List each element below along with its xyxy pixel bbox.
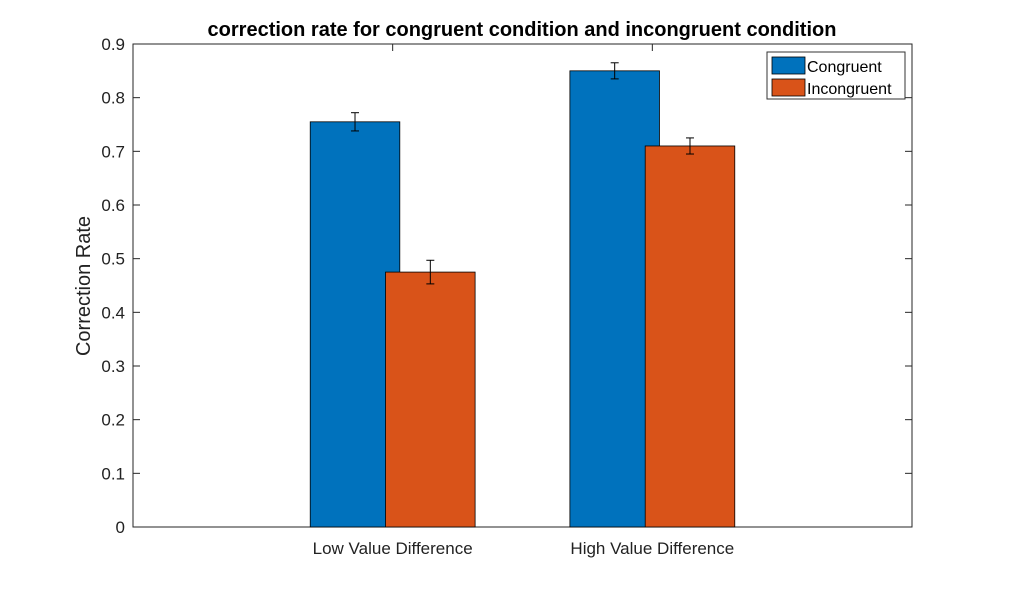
x-tick-label: Low Value Difference xyxy=(313,539,473,558)
bar-congruent-1 xyxy=(569,70,660,528)
legend: Congruent Incongruent xyxy=(766,51,906,100)
y-axis-label: Correction Rate xyxy=(73,216,95,356)
y-tick-label: 0.2 xyxy=(101,411,125,430)
y-tick-label: 0.8 xyxy=(101,89,125,108)
y-tick-label: 0.1 xyxy=(101,464,125,483)
y-tick-label: 0.5 xyxy=(101,250,125,269)
legend-swatch-congruent xyxy=(771,56,806,75)
y-tick-label: 0 xyxy=(116,518,125,537)
legend-label-incongruent: Incongruent xyxy=(807,81,892,98)
y-tick-label: 0.6 xyxy=(101,196,125,215)
legend-swatch-incongruent xyxy=(771,78,806,97)
y-tick-label: 0.7 xyxy=(101,142,125,161)
y-tick-label: 0.3 xyxy=(101,357,125,376)
plot-area: 0 0.1 0.2 0.3 0.4 0.5 0.6 0.7 0.8 0.9 Low Value Di… xyxy=(101,35,913,558)
bar-incongruent-1 xyxy=(644,145,736,528)
legend-label-congruent: Congruent xyxy=(807,59,882,76)
x-tick-label: High Value Difference xyxy=(570,539,734,558)
bar-incongruent-0 xyxy=(385,271,476,528)
y-tick-label: 0.9 xyxy=(101,35,125,54)
axes-box xyxy=(132,43,913,528)
chart-title: correction rate for congruent condition … xyxy=(208,19,837,41)
y-tick-label: 0.4 xyxy=(101,303,125,322)
